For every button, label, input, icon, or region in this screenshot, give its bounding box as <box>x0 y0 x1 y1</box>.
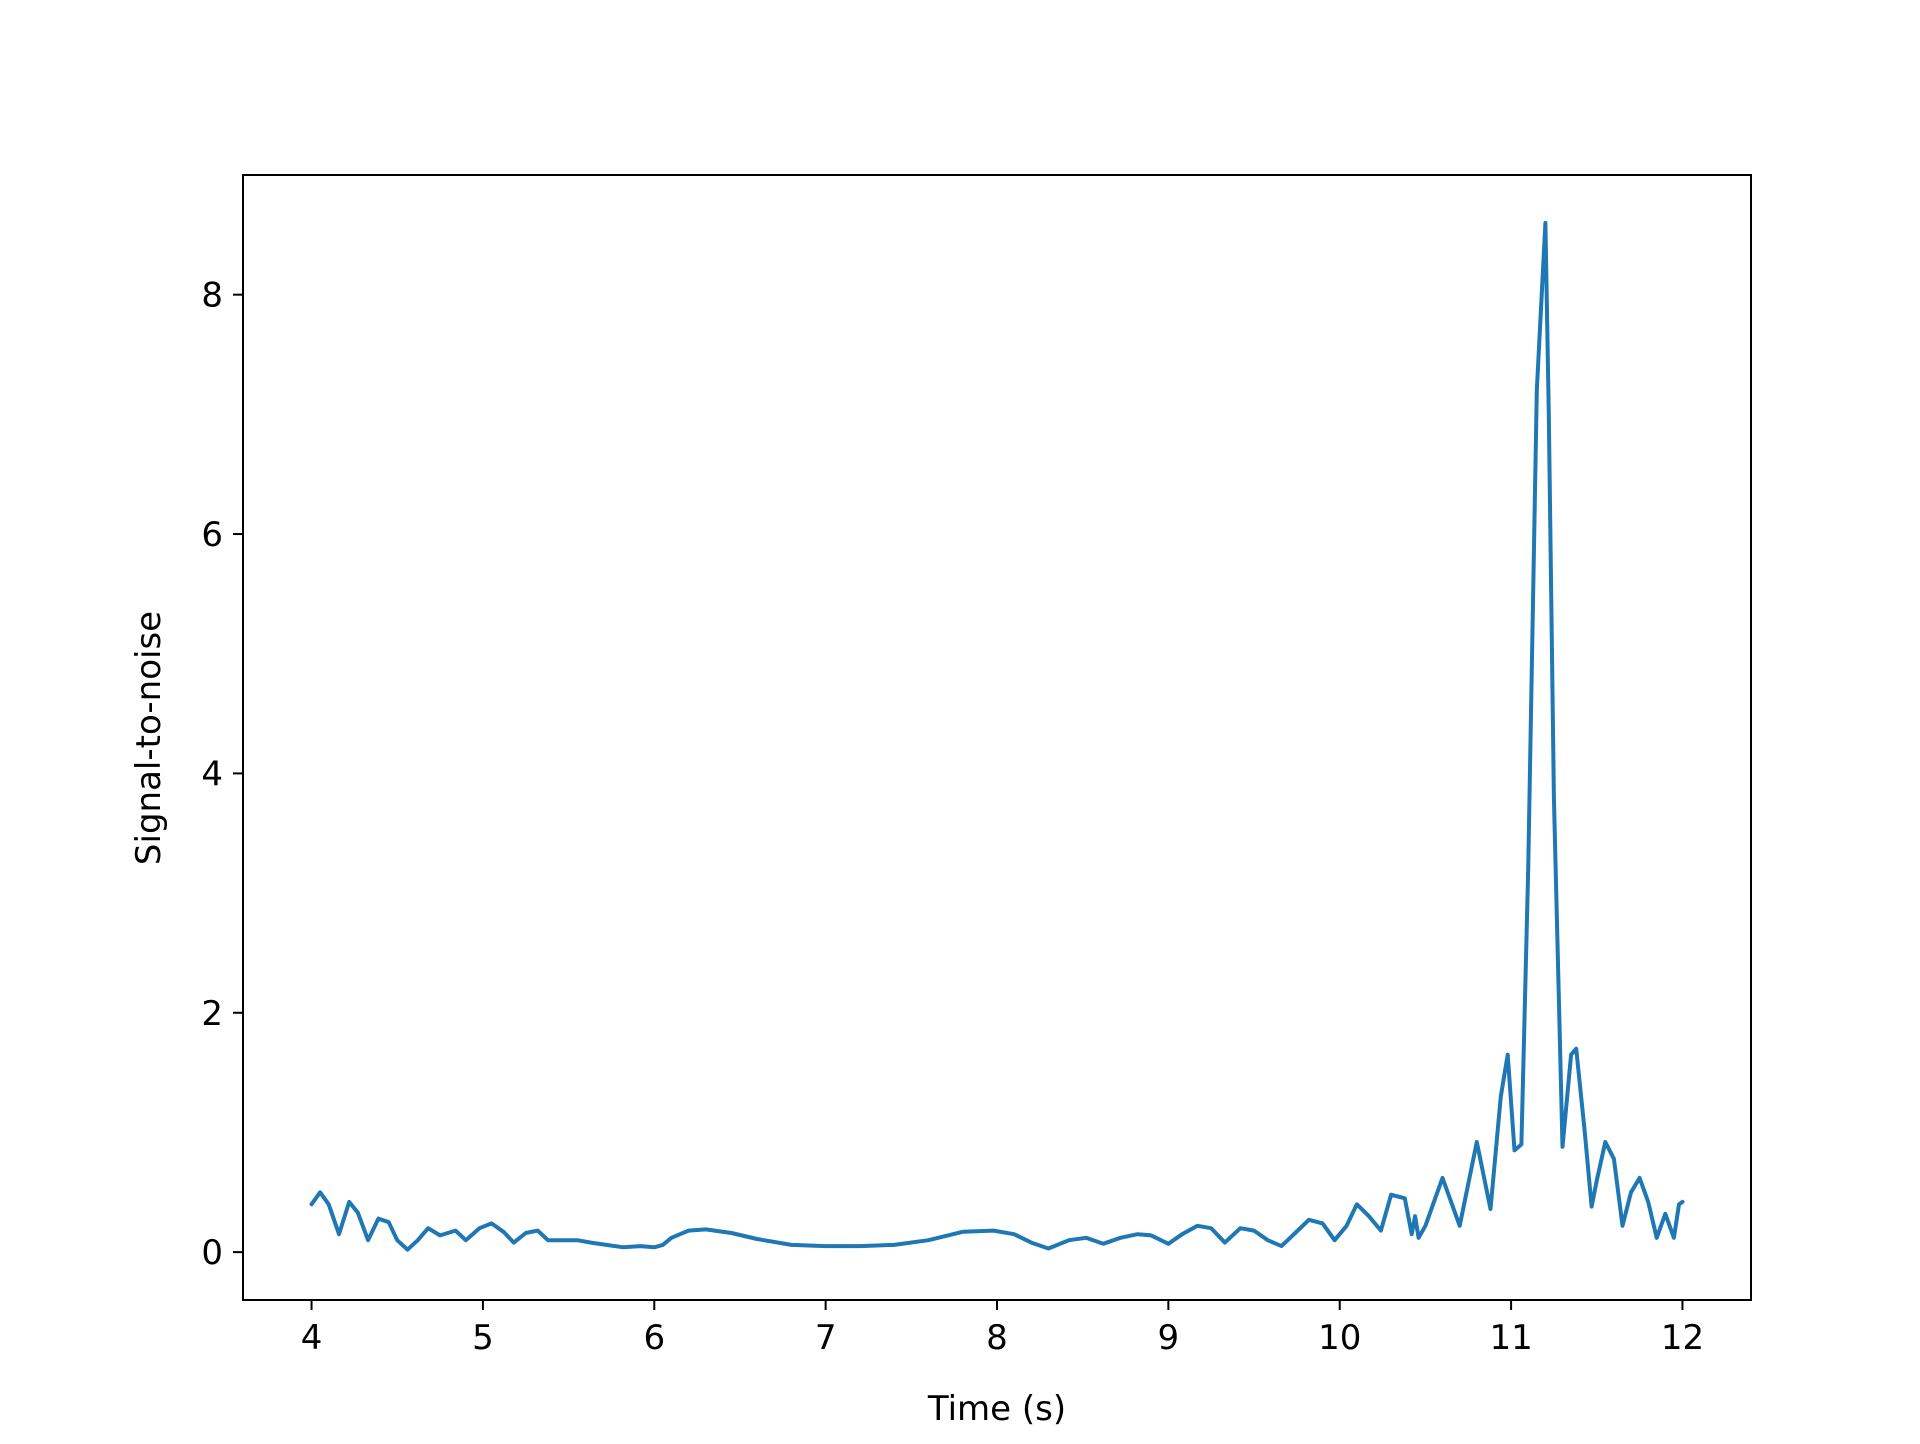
y-axis-label: Signal-to-noise <box>129 611 169 865</box>
y-tick-label: 2 <box>201 994 223 1034</box>
x-tick-label: 9 <box>1158 1318 1180 1358</box>
plot-marks <box>309 220 1685 1252</box>
plot-frame <box>242 174 1752 1301</box>
x-tick-label: 12 <box>1661 1318 1704 1358</box>
x-tick-label: 6 <box>643 1318 665 1358</box>
series-line-0 <box>309 220 1685 1252</box>
x-tick-label: 5 <box>472 1318 494 1358</box>
y-tick-label: 4 <box>201 754 223 794</box>
x-tick-label: 7 <box>815 1318 837 1358</box>
x-tick-label: 4 <box>301 1318 323 1358</box>
x-tick-label: 11 <box>1489 1318 1532 1358</box>
x-axis-label: Time (s) <box>927 1389 1066 1429</box>
x-tick-label: 10 <box>1318 1318 1361 1358</box>
x-tick-label: 8 <box>986 1318 1008 1358</box>
y-tick-label: 8 <box>201 276 223 316</box>
y-tick-label: 0 <box>201 1233 223 1273</box>
y-tick-label: 6 <box>201 515 223 555</box>
x-axis: 4 5 6 7 8 9 10 11 12 <box>301 1300 1704 1358</box>
y-axis: 0 2 4 6 8 <box>201 276 243 1273</box>
